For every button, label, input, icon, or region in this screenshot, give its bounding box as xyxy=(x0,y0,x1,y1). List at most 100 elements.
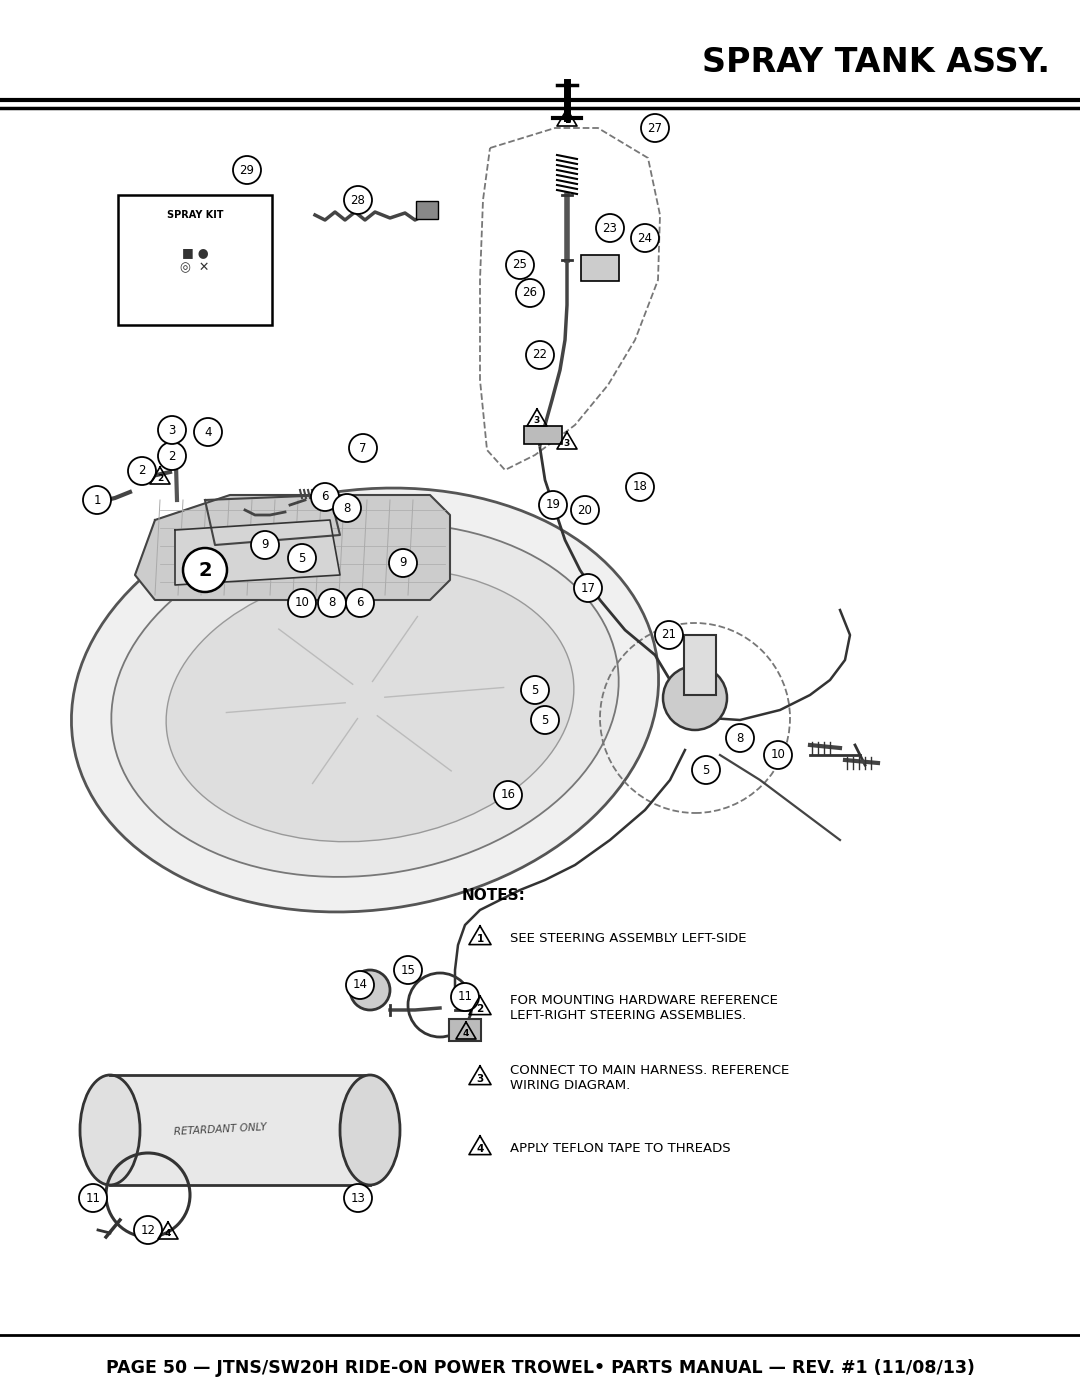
Text: 4: 4 xyxy=(165,1229,172,1238)
Text: 9: 9 xyxy=(400,556,407,570)
Text: 5: 5 xyxy=(298,552,306,564)
Text: ■ ●
◎  ✕: ■ ● ◎ ✕ xyxy=(180,246,210,274)
Text: 1: 1 xyxy=(476,933,484,943)
Circle shape xyxy=(345,186,372,214)
Text: 16: 16 xyxy=(500,788,515,802)
Text: 3: 3 xyxy=(476,1073,484,1084)
Text: 6: 6 xyxy=(321,490,328,503)
Circle shape xyxy=(350,970,390,1010)
Circle shape xyxy=(764,740,792,768)
FancyBboxPatch shape xyxy=(416,201,438,219)
Circle shape xyxy=(531,705,559,733)
Text: CONNECT TO MAIN HARNESS. REFERENCE
WIRING DIAGRAM.: CONNECT TO MAIN HARNESS. REFERENCE WIRIN… xyxy=(510,1065,789,1092)
Text: 4: 4 xyxy=(463,1030,469,1038)
Circle shape xyxy=(539,490,567,520)
Circle shape xyxy=(394,956,422,983)
Circle shape xyxy=(333,495,361,522)
Text: 3: 3 xyxy=(168,423,176,436)
Circle shape xyxy=(573,574,602,602)
Circle shape xyxy=(129,457,156,485)
Text: 7: 7 xyxy=(360,441,367,454)
Circle shape xyxy=(158,416,186,444)
Text: SPRAY KIT: SPRAY KIT xyxy=(166,210,224,219)
Ellipse shape xyxy=(340,1076,400,1185)
Text: 20: 20 xyxy=(578,503,593,517)
Circle shape xyxy=(596,214,624,242)
Text: 1: 1 xyxy=(93,493,100,507)
Text: 15: 15 xyxy=(401,964,416,977)
Circle shape xyxy=(183,548,227,592)
Circle shape xyxy=(507,251,534,279)
Text: 17: 17 xyxy=(581,581,595,595)
Circle shape xyxy=(451,983,480,1011)
FancyBboxPatch shape xyxy=(581,256,619,281)
Circle shape xyxy=(311,483,339,511)
Circle shape xyxy=(346,590,374,617)
Text: 5: 5 xyxy=(702,764,710,777)
Text: 3: 3 xyxy=(534,416,540,425)
Circle shape xyxy=(521,676,549,704)
Circle shape xyxy=(571,496,599,524)
Text: 1: 1 xyxy=(564,116,570,124)
Circle shape xyxy=(288,543,316,571)
Circle shape xyxy=(663,666,727,731)
Text: 8: 8 xyxy=(737,732,744,745)
Text: NOTES:: NOTES: xyxy=(462,888,526,902)
FancyBboxPatch shape xyxy=(118,196,272,326)
Text: SPRAY TANK ASSY.: SPRAY TANK ASSY. xyxy=(702,46,1050,78)
Circle shape xyxy=(83,486,111,514)
Circle shape xyxy=(288,590,316,617)
Text: 25: 25 xyxy=(513,258,527,271)
Text: 13: 13 xyxy=(351,1192,365,1204)
FancyBboxPatch shape xyxy=(524,426,562,444)
Text: 24: 24 xyxy=(637,232,652,244)
Text: 9: 9 xyxy=(261,538,269,552)
Circle shape xyxy=(318,590,346,617)
Text: 5: 5 xyxy=(541,714,549,726)
Circle shape xyxy=(134,1215,162,1243)
Text: 28: 28 xyxy=(351,194,365,207)
Circle shape xyxy=(251,531,279,559)
Text: SEE STEERING ASSEMBLY LEFT-SIDE: SEE STEERING ASSEMBLY LEFT-SIDE xyxy=(510,932,746,944)
Circle shape xyxy=(494,781,522,809)
Circle shape xyxy=(626,474,654,502)
Circle shape xyxy=(349,434,377,462)
Text: 11: 11 xyxy=(85,1192,100,1204)
FancyBboxPatch shape xyxy=(684,636,716,694)
Text: APPLY TEFLON TAPE TO THREADS: APPLY TEFLON TAPE TO THREADS xyxy=(510,1141,731,1154)
Ellipse shape xyxy=(71,488,659,912)
Ellipse shape xyxy=(166,569,573,842)
Text: 18: 18 xyxy=(633,481,647,493)
Text: 8: 8 xyxy=(343,502,351,514)
Text: 19: 19 xyxy=(545,499,561,511)
Text: 4: 4 xyxy=(476,1144,484,1154)
Circle shape xyxy=(631,224,659,251)
Circle shape xyxy=(526,341,554,369)
Circle shape xyxy=(389,549,417,577)
Circle shape xyxy=(346,971,374,999)
Text: 23: 23 xyxy=(603,222,618,235)
Text: 2: 2 xyxy=(157,474,163,483)
Circle shape xyxy=(642,115,669,142)
Circle shape xyxy=(516,279,544,307)
Text: 22: 22 xyxy=(532,348,548,362)
Polygon shape xyxy=(110,1076,370,1185)
Circle shape xyxy=(194,418,222,446)
Text: 10: 10 xyxy=(295,597,310,609)
Polygon shape xyxy=(175,520,340,585)
Text: 6: 6 xyxy=(356,597,364,609)
Circle shape xyxy=(654,622,683,650)
Circle shape xyxy=(158,441,186,469)
Circle shape xyxy=(79,1185,107,1213)
Circle shape xyxy=(726,724,754,752)
Text: 10: 10 xyxy=(770,749,785,761)
Text: 29: 29 xyxy=(240,163,255,176)
Ellipse shape xyxy=(111,522,619,877)
Polygon shape xyxy=(135,495,450,599)
Text: 2: 2 xyxy=(168,450,176,462)
Text: 14: 14 xyxy=(352,978,367,992)
Text: 3: 3 xyxy=(564,439,570,448)
Text: 12: 12 xyxy=(140,1224,156,1236)
FancyBboxPatch shape xyxy=(449,1018,481,1041)
Text: 11: 11 xyxy=(458,990,473,1003)
